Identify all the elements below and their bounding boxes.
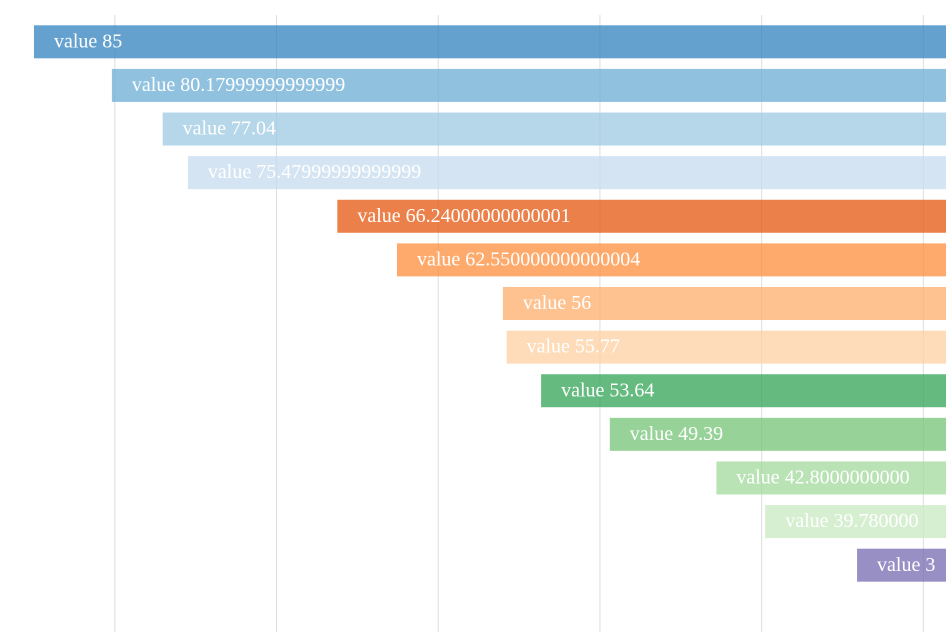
value-label: value 77.04 — [183, 118, 276, 140]
bar — [337, 199, 946, 233]
value-label: value 85 — [54, 30, 122, 52]
value-label: value 80.17999999999999 — [132, 74, 345, 96]
bar — [541, 374, 946, 408]
value-label: value 3 — [877, 554, 935, 576]
bar — [187, 156, 946, 190]
bar — [396, 243, 946, 277]
value-label: value 49.39 — [630, 423, 723, 445]
bar — [765, 505, 946, 539]
bar — [609, 417, 946, 451]
value-label: value 53.64 — [561, 379, 654, 401]
bar — [33, 25, 946, 59]
bar — [857, 548, 946, 582]
bar — [111, 68, 946, 102]
value-label: value 42.8000000000 — [736, 467, 909, 489]
value-label: value 62.550000000000004 — [417, 248, 640, 270]
value-label: value 55.77 — [527, 336, 620, 358]
bar — [162, 112, 946, 146]
bar — [716, 461, 946, 495]
value-label: value 75.47999999999999 — [208, 161, 421, 183]
value-label: value 56 — [523, 292, 591, 314]
value-label: value 66.24000000000001 — [357, 205, 570, 227]
value-label: value 39.780000 — [785, 510, 918, 532]
bar — [506, 330, 946, 364]
bar — [502, 287, 946, 320]
